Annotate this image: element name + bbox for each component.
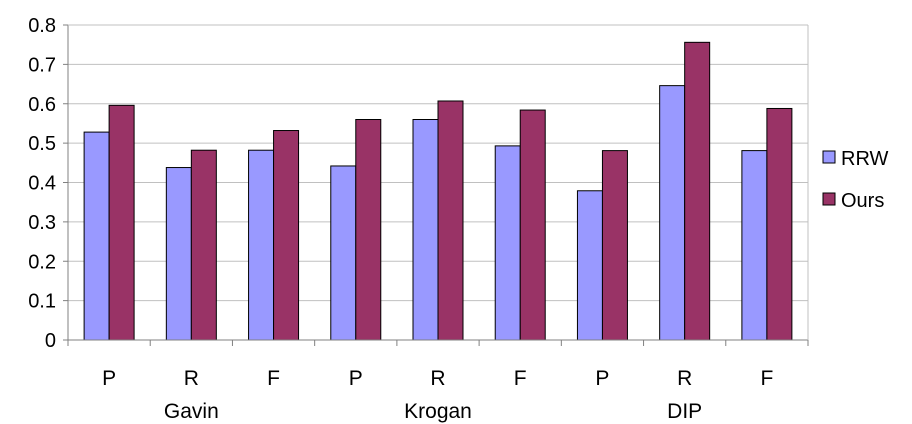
x-category-label: P xyxy=(102,367,116,390)
x-category-label: R xyxy=(430,367,445,390)
bar-rrw xyxy=(741,150,768,341)
bar-rrw xyxy=(83,131,110,341)
bar-ours xyxy=(684,41,711,341)
bars xyxy=(83,41,793,341)
bar-ours xyxy=(355,119,382,341)
bar-ours xyxy=(519,109,546,341)
x-category-label: R xyxy=(677,367,692,390)
legend-label-ours: Ours xyxy=(841,190,884,212)
bar-rrw xyxy=(165,167,192,341)
y-tick-label: 0.5 xyxy=(28,133,56,155)
y-tick-label: 0.7 xyxy=(28,54,56,76)
y-tick-label: 0.6 xyxy=(28,94,56,116)
x-category-label: F xyxy=(514,367,527,390)
bar-ours xyxy=(766,107,793,341)
legend-swatch-rrw xyxy=(822,150,836,164)
y-tick-label: 0.8 xyxy=(28,15,56,37)
bar-rrw xyxy=(576,190,603,341)
bar-rrw xyxy=(659,85,686,341)
legend-swatch-ours xyxy=(822,192,836,206)
x-group-label: Gavin xyxy=(164,400,219,423)
bar-rrw xyxy=(248,149,275,341)
x-category-label: P xyxy=(595,367,609,390)
bar-rrw xyxy=(330,165,357,341)
x-category-label: P xyxy=(349,367,363,390)
bar-ours xyxy=(601,150,628,341)
legend: RRW Ours xyxy=(822,148,889,212)
bar-ours xyxy=(108,104,135,341)
x-category-label: R xyxy=(184,367,199,390)
axis-labels: 0 0.1 0.2 0.3 0.4 0.5 0.6 0.7 0.8 P R F P R F P R F Gavin K… xyxy=(28,15,773,423)
bar-rrw xyxy=(412,119,439,341)
y-tick-label: 0.3 xyxy=(28,212,56,234)
legend-label-rrw: RRW xyxy=(841,148,889,170)
bar-ours xyxy=(273,130,300,341)
axes xyxy=(63,24,809,346)
bar-ours xyxy=(190,149,217,341)
bar-ours xyxy=(437,100,464,341)
x-category-label: F xyxy=(267,367,280,390)
x-group-label: DIP xyxy=(667,400,702,423)
y-tick-label: 0.1 xyxy=(28,291,56,313)
x-group-label: Krogan xyxy=(404,400,472,423)
y-tick-label: 0 xyxy=(45,330,56,352)
y-tick-label: 0.2 xyxy=(28,251,56,273)
y-tick-label: 0.4 xyxy=(28,173,56,195)
x-category-label: F xyxy=(760,367,773,390)
bar-rrw xyxy=(494,145,521,341)
